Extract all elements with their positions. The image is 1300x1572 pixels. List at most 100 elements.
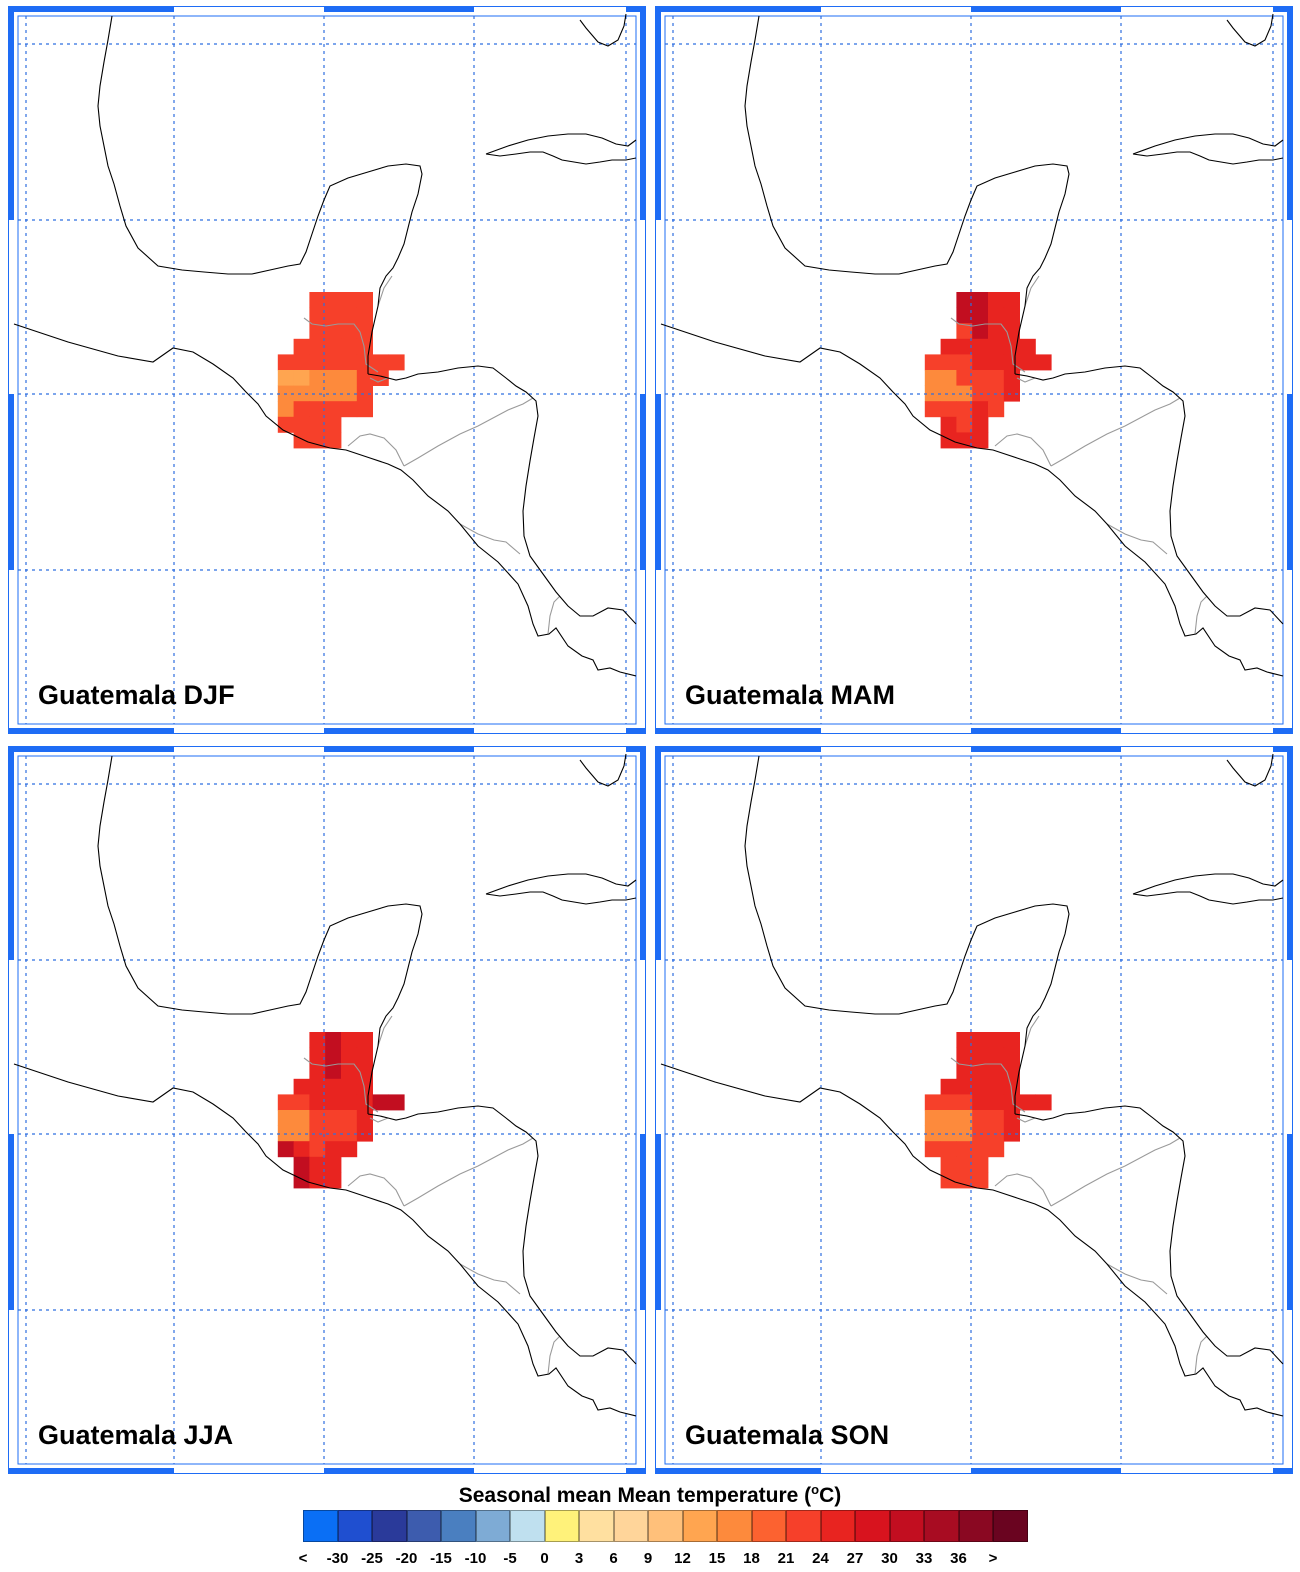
temperature-cell bbox=[309, 416, 326, 433]
frame-inner bbox=[664, 755, 1284, 1465]
temperature-cell bbox=[940, 354, 957, 371]
coastline bbox=[97, 15, 423, 374]
frame-segment bbox=[626, 746, 646, 752]
temperature-cell bbox=[956, 1047, 973, 1064]
temperature-cell bbox=[988, 354, 1005, 371]
temperature-cell bbox=[325, 1172, 342, 1189]
coastline bbox=[1014, 1105, 1284, 1365]
temperature-cell bbox=[293, 385, 310, 402]
colorbar-swatch bbox=[855, 1510, 890, 1542]
colorbar-swatch bbox=[441, 1510, 476, 1542]
temperature-cell bbox=[341, 401, 358, 418]
frame-segment bbox=[971, 746, 1121, 752]
temperature-cell bbox=[388, 1094, 405, 1111]
temperature-cell bbox=[293, 1110, 310, 1126]
frame-inner bbox=[17, 755, 637, 1465]
temperature-cell bbox=[956, 401, 973, 418]
temperature-cell bbox=[972, 323, 989, 340]
frame-segment bbox=[971, 6, 1121, 12]
colorbar-tick-label: -30 bbox=[326, 1550, 349, 1567]
colorbar-swatch bbox=[648, 1510, 683, 1542]
country-border bbox=[547, 1335, 561, 1375]
colorbar-swatch bbox=[889, 1510, 924, 1542]
temperature-cell bbox=[341, 1110, 358, 1126]
temperature-cell bbox=[940, 401, 957, 418]
frame-segment bbox=[8, 746, 174, 752]
frame-segment bbox=[655, 6, 821, 12]
coastline bbox=[13, 323, 637, 677]
country-border bbox=[1016, 1117, 1036, 1123]
temperature-cell bbox=[1003, 307, 1020, 324]
temperature-cell bbox=[972, 1172, 989, 1189]
temperature-cell bbox=[325, 338, 342, 355]
temperature-cell bbox=[1019, 338, 1036, 355]
colorbar-tick-label: 9 bbox=[643, 1550, 653, 1567]
temperature-cell bbox=[293, 1141, 310, 1158]
frame-segment bbox=[626, 1468, 646, 1474]
frame-segment bbox=[1273, 6, 1293, 12]
temperature-cell bbox=[309, 1063, 326, 1080]
colorbar-swatch bbox=[544, 1510, 579, 1542]
legend-title-degree: o bbox=[811, 1482, 820, 1497]
frame-segment bbox=[8, 746, 14, 960]
temperature-cell bbox=[309, 1125, 326, 1142]
temperature-cell bbox=[956, 354, 973, 371]
temperature-cell bbox=[341, 323, 358, 340]
temperature-cell bbox=[1003, 385, 1020, 402]
colorbar-tick-label: 36 bbox=[950, 1550, 967, 1567]
temperature-cell bbox=[956, 323, 973, 340]
frame-segment bbox=[640, 1134, 646, 1310]
temperature-cell bbox=[972, 401, 989, 418]
country-border bbox=[377, 1015, 393, 1047]
temperature-cell bbox=[940, 370, 957, 386]
temperature-cell bbox=[956, 307, 973, 324]
map-svg bbox=[8, 746, 646, 1474]
frame-segment bbox=[1287, 6, 1293, 220]
temperature-cell bbox=[309, 1032, 326, 1048]
coastline bbox=[367, 365, 637, 625]
colorbar bbox=[303, 1510, 1028, 1542]
temperature-cell bbox=[293, 401, 310, 418]
coastline bbox=[1132, 873, 1284, 895]
frame-segment bbox=[655, 394, 661, 570]
frame-segment bbox=[1287, 746, 1293, 960]
colorbar-swatch bbox=[372, 1510, 407, 1542]
colorbar-swatch bbox=[751, 1510, 786, 1542]
frame-segment bbox=[1273, 1468, 1293, 1474]
frame-segment bbox=[971, 1468, 1121, 1474]
frame-segment bbox=[655, 6, 661, 220]
temperature-cell bbox=[341, 307, 358, 324]
country-border bbox=[1016, 377, 1036, 383]
temperature-cell bbox=[293, 370, 310, 386]
country-border bbox=[1050, 397, 1181, 467]
frame-segment bbox=[1287, 1134, 1293, 1310]
map-svg bbox=[655, 746, 1293, 1474]
temperature-cell bbox=[956, 1032, 973, 1048]
coastline bbox=[1132, 133, 1284, 155]
temperature-cell bbox=[972, 1063, 989, 1080]
temperature-cell bbox=[309, 370, 326, 386]
colorbar-tick-label: 30 bbox=[881, 1550, 898, 1567]
colorbar-tick-label: 3 bbox=[574, 1550, 584, 1567]
temperature-cell bbox=[309, 354, 326, 371]
temperature-cell bbox=[356, 1032, 373, 1048]
frame-segment bbox=[8, 6, 14, 220]
frame-segment bbox=[626, 728, 646, 734]
frame-segment bbox=[971, 728, 1121, 734]
temperature-cell bbox=[956, 1078, 973, 1095]
temperature-cell bbox=[972, 416, 989, 433]
colorbar-swatch bbox=[510, 1510, 545, 1542]
temperature-cell bbox=[924, 354, 941, 371]
frame-segment bbox=[8, 394, 14, 570]
temperature-cell bbox=[341, 1032, 358, 1048]
colorbar-tick-label: 33 bbox=[915, 1550, 933, 1567]
panel-title: Guatemala JJA bbox=[38, 1420, 234, 1450]
temperature-cell bbox=[356, 307, 373, 324]
temperature-cell bbox=[325, 416, 342, 433]
temperature-cell bbox=[309, 338, 326, 355]
temperature-cell bbox=[277, 1110, 294, 1126]
temperature-cell bbox=[1035, 1094, 1052, 1111]
temperature-cell bbox=[372, 1094, 389, 1111]
temperature-cell bbox=[988, 323, 1005, 340]
temperature-cell bbox=[341, 1063, 358, 1080]
